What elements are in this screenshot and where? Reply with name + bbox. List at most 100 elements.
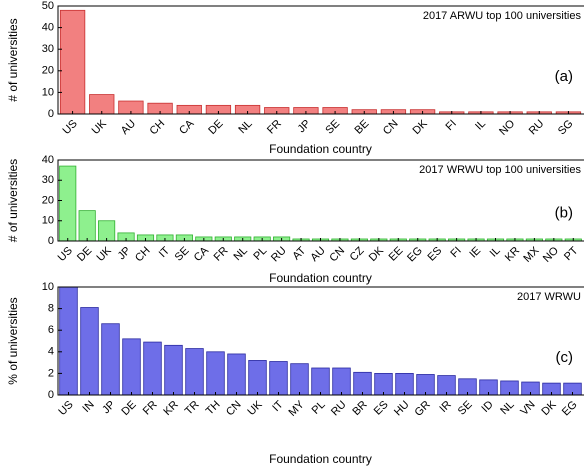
bar: [98, 220, 116, 242]
x-tick-label: CN: [327, 245, 347, 265]
x-tick-label: RU: [527, 118, 547, 138]
chart-title: 2017 WRWU: [517, 291, 581, 303]
bar: [353, 371, 372, 396]
x-tick-label: JP: [296, 118, 314, 136]
x-tick-label: CA: [177, 117, 197, 137]
x-tick-label: NO: [541, 244, 561, 264]
bar: [269, 361, 288, 396]
chart-title: 2017 ARWU top 100 universities: [423, 10, 582, 22]
x-tick-label: NL: [498, 399, 516, 417]
x-tick-label: AU: [119, 118, 138, 137]
x-tick-label: SE: [173, 245, 192, 264]
bar: [227, 353, 246, 396]
x-tick-label: TH: [204, 399, 223, 418]
x-tick-label: US: [60, 118, 79, 137]
x-tick-label: FR: [212, 245, 231, 264]
x-tick-label: EG: [560, 399, 580, 419]
x-tick-label: ID: [479, 399, 495, 415]
y-tick-label: 20: [42, 65, 54, 77]
x-tick-label: KR: [503, 245, 522, 264]
x-tick-label: CN: [224, 399, 244, 419]
x-tick-label: IN: [80, 399, 96, 415]
x-tick-label: HU: [392, 399, 412, 419]
x-tick-label: NL: [236, 118, 254, 136]
x-tick-label: PL: [310, 399, 328, 417]
annotation: (a): [555, 68, 573, 85]
y-tick-label: 40: [42, 22, 54, 34]
bar: [416, 374, 435, 396]
x-tick-label: UK: [90, 117, 110, 137]
x-tick-label: EG: [405, 245, 425, 265]
x-tick-label: SE: [456, 399, 475, 418]
y-axis-label: # of universities: [6, 159, 20, 242]
bar: [332, 367, 351, 396]
y-tick-label: 0: [48, 108, 54, 120]
x-tick-label: BR: [350, 399, 369, 418]
bar: [374, 372, 393, 396]
bar: [143, 341, 162, 396]
x-tick-label: UK: [245, 398, 265, 418]
y-tick-label: 8: [48, 303, 54, 315]
x-axis-label: Foundation country: [269, 271, 372, 285]
bar: [80, 307, 99, 396]
x-tick-label: JP: [116, 245, 134, 263]
x-tick-label: CA: [192, 244, 212, 264]
x-tick-label: KR: [161, 399, 180, 418]
x-tick-label: SE: [323, 118, 342, 137]
bar: [206, 351, 225, 396]
x-tick-label: FR: [265, 118, 284, 137]
x-tick-label: US: [56, 399, 75, 418]
x-tick-label: DK: [367, 244, 387, 264]
x-tick-label: TR: [183, 399, 202, 418]
x-tick-label: ES: [372, 399, 391, 418]
bar: [59, 9, 86, 115]
bar: [290, 363, 309, 396]
y-tick-label: 40: [42, 154, 54, 166]
plot-frame: [57, 5, 584, 115]
x-tick-label: IR: [437, 399, 453, 415]
bar: [101, 323, 120, 396]
x-tick-label: IT: [157, 244, 173, 260]
x-tick-label: NO: [497, 117, 517, 137]
y-tick-label: 10: [42, 215, 54, 227]
x-tick-label: IE: [467, 245, 483, 261]
y-tick-label: 6: [48, 324, 54, 336]
bar: [78, 210, 96, 242]
x-tick-label: AT: [290, 244, 308, 262]
x-tick-label: VN: [518, 399, 537, 418]
x-axis-label: Foundation country: [269, 452, 372, 466]
x-tick-label: PT: [562, 244, 581, 263]
x-tick-label: AU: [308, 245, 327, 264]
x-tick-label: IT: [270, 398, 286, 414]
x-tick-label: CH: [133, 245, 153, 265]
x-tick-label: UK: [94, 244, 114, 264]
x-tick-label: ES: [425, 245, 444, 264]
bar: [311, 367, 330, 396]
x-tick-label: DE: [75, 245, 94, 264]
x-axis-label: Foundation country: [269, 142, 372, 156]
bar: [185, 348, 204, 396]
y-axis-label: # of universities: [6, 18, 20, 101]
x-tick-label: BE: [353, 118, 372, 137]
x-tick-label: CN: [381, 118, 401, 138]
x-tick-label: IL: [473, 118, 488, 133]
x-tick-label: MY: [287, 398, 308, 419]
bar: [122, 338, 141, 396]
bar: [395, 372, 414, 396]
x-tick-label: DE: [206, 118, 225, 137]
x-tick-label: DK: [539, 398, 559, 418]
x-tick-label: MX: [521, 244, 542, 265]
y-tick-label: 20: [42, 194, 54, 206]
y-tick-label: 30: [42, 43, 54, 55]
plot-frame: [57, 159, 584, 242]
x-tick-label: DK: [410, 117, 430, 137]
y-tick-label: 0: [48, 389, 54, 401]
y-tick-label: 2: [48, 367, 54, 379]
x-tick-label: EE: [387, 245, 406, 264]
x-tick-label: DE: [119, 399, 138, 418]
x-tick-label: SG: [556, 118, 576, 138]
bar: [59, 165, 77, 242]
annotation: (b): [555, 204, 573, 221]
